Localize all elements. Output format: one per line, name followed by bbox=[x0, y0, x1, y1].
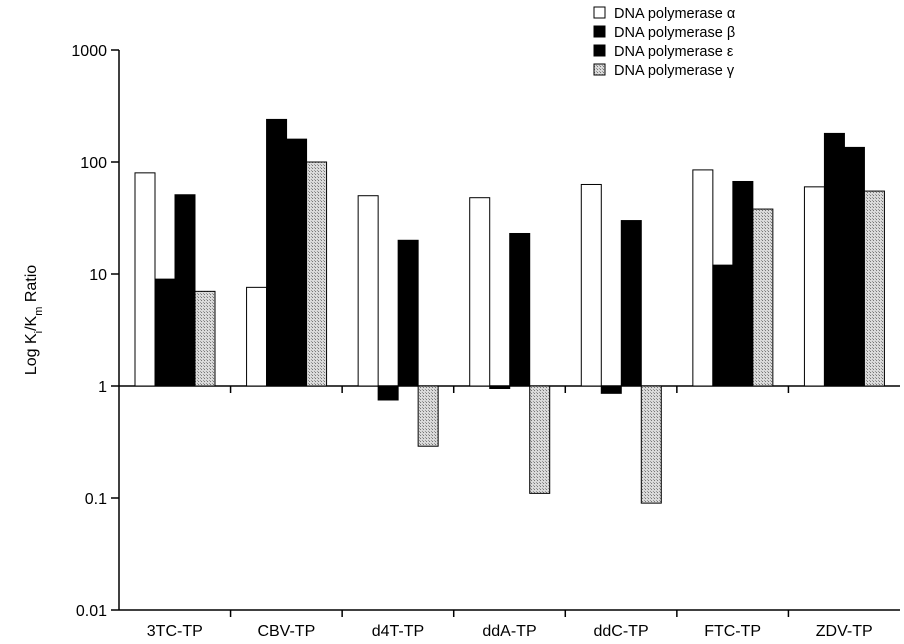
y-axis-label-sub-m: m bbox=[33, 307, 45, 316]
y-axis-label-mid: /K bbox=[23, 315, 40, 330]
bar-zdv-tp-series-4 bbox=[863, 190, 885, 387]
y-axis-label-sub-i: i bbox=[33, 331, 45, 333]
bar-zdv-tp-series-3 bbox=[843, 146, 865, 387]
bar-cbv-tp-series-2 bbox=[266, 118, 288, 387]
category-label: 3TC-TP bbox=[147, 623, 203, 640]
legend-swatch bbox=[593, 63, 606, 76]
y-tick-label: 1 bbox=[98, 379, 107, 396]
bar-dda-tp-series-2 bbox=[489, 385, 511, 389]
legend-label: DNA polymerase ε bbox=[614, 44, 734, 60]
bar-cbv-tp-series-4 bbox=[306, 161, 328, 387]
y-axis-label-tail: Ratio bbox=[23, 265, 40, 307]
category-label: ZDV-TP bbox=[816, 623, 873, 640]
y-tick-label: 10 bbox=[89, 267, 107, 284]
bar-d4t-tp-series-4 bbox=[417, 385, 439, 447]
bars bbox=[134, 118, 885, 504]
bar-dda-tp-series-3 bbox=[509, 232, 531, 387]
bar-3tc-tp-series-4 bbox=[194, 290, 216, 387]
category-label: ddA-TP bbox=[482, 623, 536, 640]
bar-d4t-tp-series-3 bbox=[397, 239, 419, 387]
y-tick-label: 1000 bbox=[71, 43, 107, 60]
bar-ddc-tp-series-1 bbox=[580, 183, 602, 387]
x-axis: 3TC-TP CBV-TP d4T-TP ddA-TP ddC-TP FTC-TP ZDV-… bbox=[119, 385, 900, 640]
bar-dda-tp-series-1 bbox=[469, 197, 491, 387]
bar-zdv-tp-series-2 bbox=[823, 132, 845, 387]
svg-text:Log Ki/Km Ratio: Log Ki/Km Ratio bbox=[23, 265, 45, 375]
bar-ftc-tp-series-3 bbox=[732, 180, 754, 387]
bar-dda-tp-series-4 bbox=[529, 385, 551, 494]
bar-ftc-tp-series-2 bbox=[712, 264, 734, 387]
y-tick-label: 0.1 bbox=[85, 491, 107, 508]
y-axis: 1000 100 10 1 0.1 0.01 bbox=[71, 43, 120, 620]
legend-swatch bbox=[593, 6, 606, 19]
legend-label: DNA polymerase α bbox=[614, 6, 735, 22]
category-label: CBV-TP bbox=[257, 623, 315, 640]
bar-zdv-tp-series-1 bbox=[803, 186, 825, 387]
y-tick-label: 0.01 bbox=[76, 603, 107, 620]
legend: DNA polymerase α DNA polymerase β DNA poly… bbox=[593, 6, 735, 79]
y-axis-label: Log Ki/Km Ratio bbox=[23, 265, 45, 375]
bar-d4t-tp-series-2 bbox=[377, 385, 399, 401]
category-label: d4T-TP bbox=[372, 623, 424, 640]
legend-swatch bbox=[593, 44, 606, 57]
bar-cbv-tp-series-3 bbox=[286, 138, 308, 387]
bar-d4t-tp-series-1 bbox=[357, 195, 379, 387]
y-tick-label: 100 bbox=[80, 155, 107, 172]
bar-ddc-tp-series-3 bbox=[620, 220, 642, 387]
bar-ddc-tp-series-4 bbox=[640, 385, 662, 504]
bar-ftc-tp-series-1 bbox=[692, 169, 714, 387]
bar-3tc-tp-series-2 bbox=[154, 278, 176, 387]
category-label: ddC-TP bbox=[594, 623, 649, 640]
bar-cbv-tp-series-1 bbox=[246, 286, 268, 387]
category-label: FTC-TP bbox=[704, 623, 761, 640]
bar-ddc-tp-series-2 bbox=[600, 385, 622, 394]
bar-3tc-tp-series-3 bbox=[174, 194, 196, 387]
legend-label: DNA polymerase γ bbox=[614, 63, 735, 79]
legend-swatch bbox=[593, 25, 606, 38]
legend-label: DNA polymerase β bbox=[614, 25, 735, 41]
y-axis-label-main: Log K bbox=[23, 333, 40, 375]
bar-ftc-tp-series-4 bbox=[752, 208, 774, 387]
bar-3tc-tp-series-1 bbox=[134, 172, 156, 387]
